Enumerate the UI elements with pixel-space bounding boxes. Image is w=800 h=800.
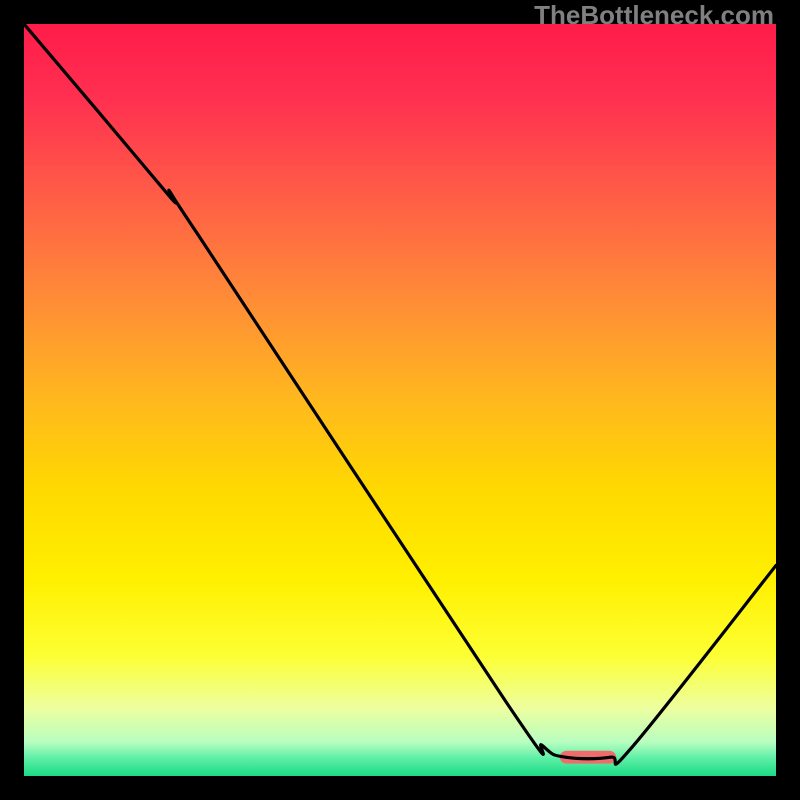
frame-border-left: [0, 0, 24, 800]
plot-area: [24, 24, 776, 776]
frame-border-bottom: [0, 776, 800, 800]
watermark-text: TheBottleneck.com: [534, 0, 774, 31]
frame-border-right: [776, 0, 800, 800]
gradient-background: [24, 24, 776, 776]
chart-frame: TheBottleneck.com: [0, 0, 800, 800]
plot-svg: [24, 24, 776, 776]
